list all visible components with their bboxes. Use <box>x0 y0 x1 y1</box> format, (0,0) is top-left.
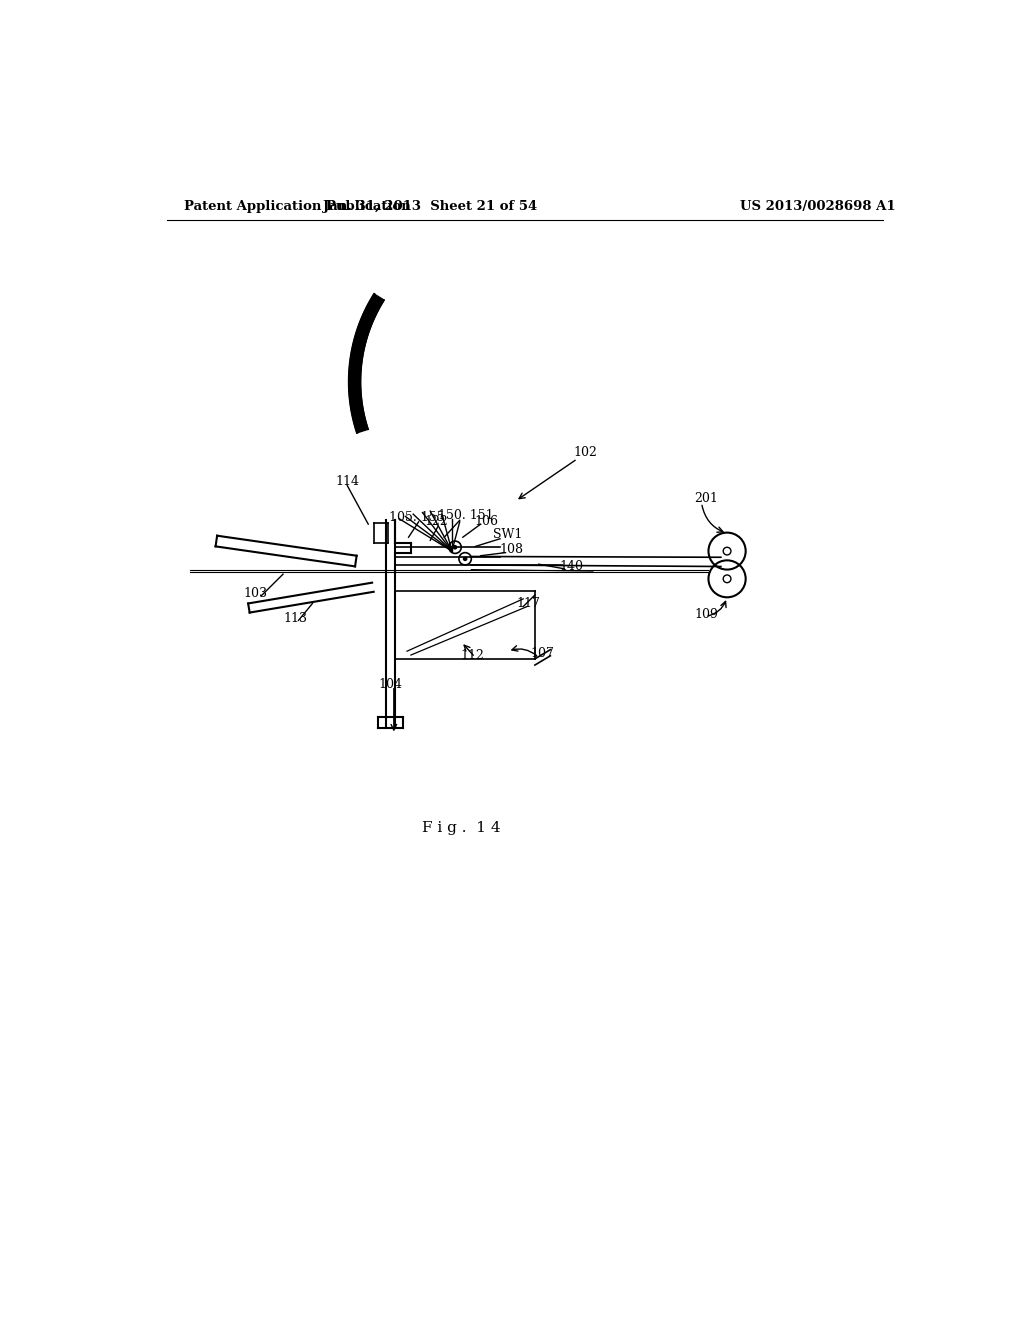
Text: Patent Application Publication: Patent Application Publication <box>183 199 411 213</box>
Text: 150. 151: 150. 151 <box>438 510 494 523</box>
Text: 112: 112 <box>460 648 484 661</box>
Text: 107: 107 <box>530 647 555 660</box>
Text: 113: 113 <box>284 611 307 624</box>
Text: 117: 117 <box>517 597 541 610</box>
Text: 109: 109 <box>694 607 718 620</box>
Text: 108: 108 <box>500 543 523 556</box>
Text: 104: 104 <box>378 677 402 690</box>
Text: 103: 103 <box>244 587 268 601</box>
Text: 106: 106 <box>474 515 498 528</box>
Text: Jan. 31, 2013  Sheet 21 of 54: Jan. 31, 2013 Sheet 21 of 54 <box>324 199 538 213</box>
Circle shape <box>463 557 467 561</box>
Text: 105. 155: 105. 155 <box>388 511 444 524</box>
Text: 102: 102 <box>573 446 597 459</box>
Circle shape <box>453 545 458 549</box>
Text: US 2013/0028698 A1: US 2013/0028698 A1 <box>740 199 896 213</box>
Text: 201: 201 <box>694 492 718 506</box>
Text: 114: 114 <box>335 475 359 488</box>
Text: SW1: SW1 <box>494 528 522 541</box>
Text: 122: 122 <box>425 515 449 528</box>
Text: F i g .  1 4: F i g . 1 4 <box>422 821 501 836</box>
Text: 140: 140 <box>559 560 584 573</box>
Polygon shape <box>349 294 384 433</box>
